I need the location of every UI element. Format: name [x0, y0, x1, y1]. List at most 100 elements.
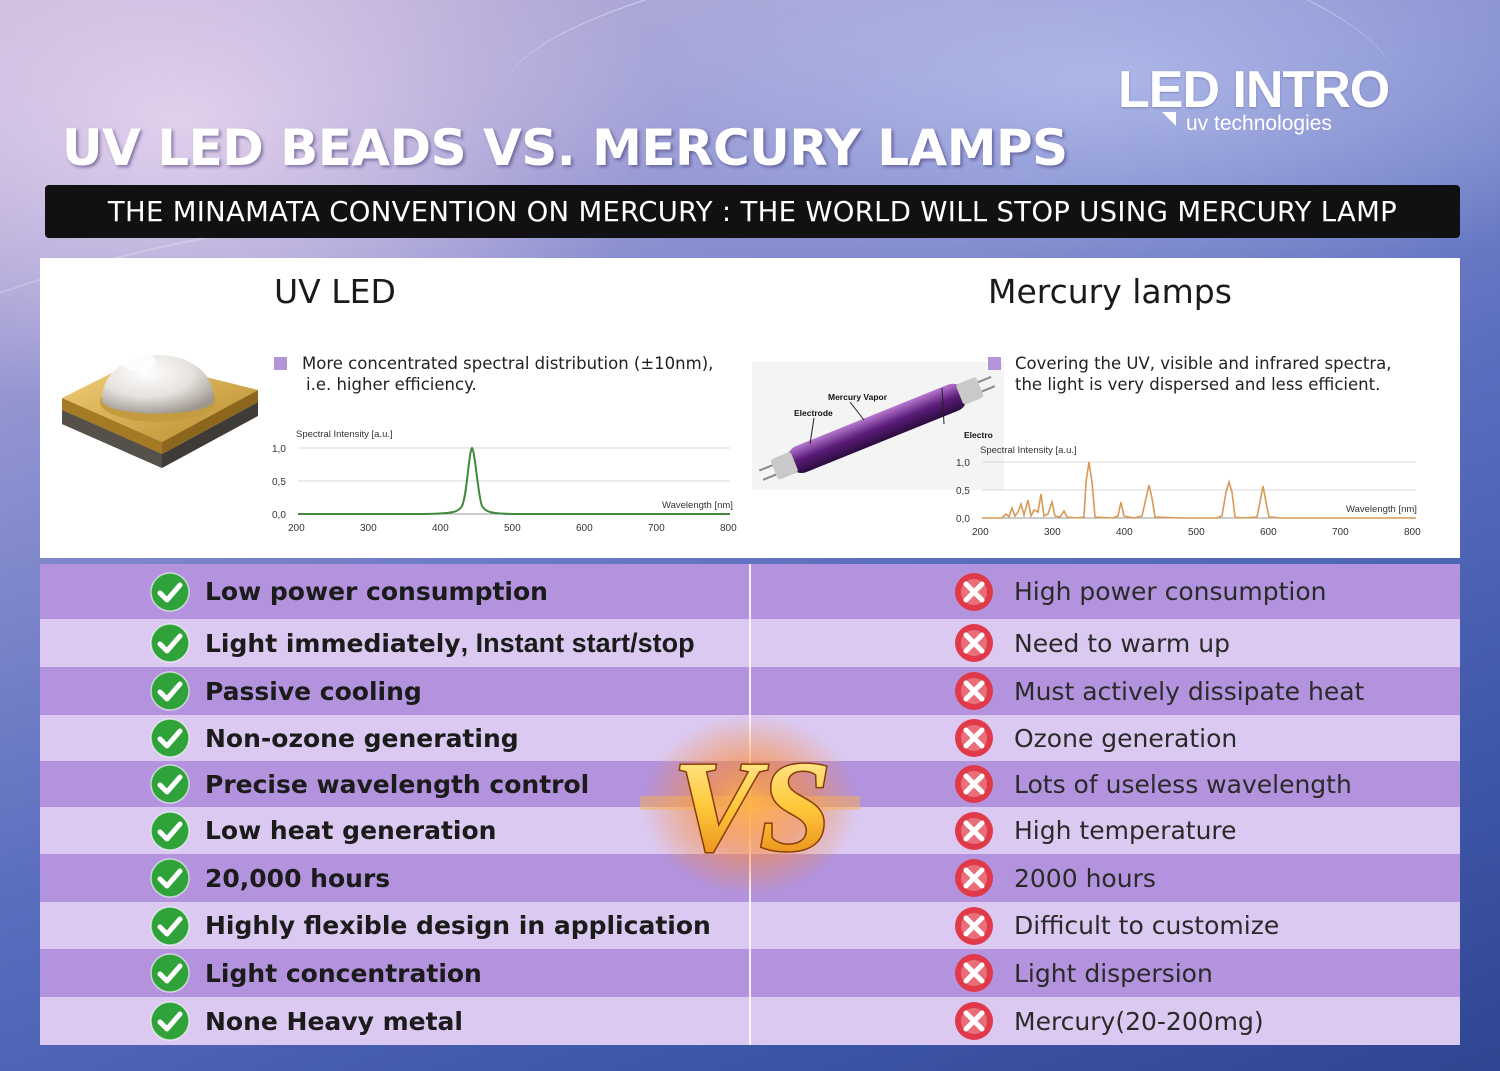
con-cell: Need to warm up	[954, 619, 1230, 667]
chart-xtick: 400	[1116, 527, 1133, 538]
check-icon	[150, 953, 190, 993]
con-cell: 2000 hours	[954, 854, 1156, 902]
description-line: the light is very dispersed and less eff…	[1015, 375, 1381, 394]
pro-cell: Light immediately , Instant start/stop	[150, 619, 695, 667]
con-text: Need to warm up	[1014, 628, 1230, 658]
pro-cell: Precise wavelength control	[150, 761, 589, 807]
chart-xtick: 700	[1332, 527, 1349, 538]
con-text: Mercury(20-200mg)	[1014, 1006, 1264, 1036]
cross-icon	[955, 954, 993, 992]
check-icon	[150, 905, 190, 946]
chart-xtick: 500	[504, 523, 521, 534]
banner-text: THE MINAMATA CONVENTION ON MERCURY : THE…	[107, 195, 1398, 228]
chart-xtick: 300	[360, 523, 377, 534]
con-text: Light dispersion	[1014, 958, 1213, 988]
check-icon	[150, 764, 190, 804]
cross-icon	[955, 765, 993, 803]
con-cell: Must actively dissipate heat	[954, 667, 1364, 715]
chart-ytick: 0,0	[272, 510, 286, 521]
pro-cell: Low power consumption	[150, 564, 548, 619]
uv-led-description: More concentrated spectral distribution …	[302, 353, 713, 395]
chart-ytick: 0,5	[272, 477, 286, 488]
uv-led-bead-image	[62, 353, 258, 468]
con-cell: Ozone generation	[954, 715, 1237, 761]
brand-name: LED INTRO	[1118, 61, 1390, 119]
pro-cell: Low heat generation	[150, 807, 496, 854]
con-text: Lots of useless wavelength	[1014, 769, 1352, 799]
pro-text: Low heat generation	[205, 816, 497, 845]
spectrum-panel: UV LED More concentrated spectral distri…	[40, 258, 1460, 558]
con-cell: Difficult to customize	[954, 902, 1279, 949]
bullet-square-icon	[274, 357, 287, 370]
vs-emblem: VS	[640, 715, 860, 895]
cross-icon	[955, 719, 993, 757]
check-icon	[150, 718, 190, 758]
description-line: i.e. higher efficiency.	[306, 375, 477, 394]
con-text: High temperature	[1014, 816, 1237, 845]
uv-led-heading: UV LED	[274, 272, 396, 311]
pro-text: None Heavy metal	[205, 1006, 463, 1036]
mercury-description: Covering the UV, visible and infrared sp…	[1015, 353, 1391, 395]
table-row: Light concentration Light dispersion	[40, 949, 1460, 997]
con-text: 2000 hours	[1014, 863, 1156, 893]
chart-xtick: 700	[648, 523, 665, 534]
brand-logo: LED INTRO uv technologies	[1118, 62, 1418, 142]
logo-arrow-icon	[1162, 112, 1176, 126]
chart-xtick: 500	[1188, 527, 1205, 538]
cross-icon	[955, 811, 993, 850]
uv-led-spectrum-chart: Spectral Intensity [a.u.] 1,0 0,5 0,0 Wa…	[272, 429, 737, 534]
con-cell: Lots of useless wavelength	[954, 761, 1352, 807]
pro-cell: Light concentration	[150, 949, 482, 997]
check-icon	[150, 858, 190, 898]
con-cell: Light dispersion	[954, 949, 1213, 997]
chart-xtick: 200	[288, 523, 305, 534]
cross-icon	[955, 672, 993, 710]
check-icon	[150, 1001, 190, 1041]
description-line: Covering the UV, visible and infrared sp…	[1015, 354, 1392, 373]
con-text: High power consumption	[1014, 577, 1327, 606]
chart-xtick: 200	[972, 527, 989, 538]
pro-text: 20,000 hours	[205, 863, 391, 893]
pro-cell: None Heavy metal	[150, 997, 463, 1045]
comparison-table: Low power consumption High power consump…	[40, 564, 1460, 1045]
pro-cell: Passive cooling	[150, 667, 422, 715]
vs-text: VS	[672, 735, 831, 879]
electrode-label: Electrode	[794, 408, 833, 418]
cross-icon	[955, 906, 993, 945]
uv-led-spectrum-curve	[298, 446, 730, 515]
chart-xlabel: Wavelength [nm]	[1346, 504, 1417, 515]
chart-xtick: 600	[576, 523, 593, 534]
pro-cell: Non-ozone generating	[150, 715, 519, 761]
pro-cell: 20,000 hours	[150, 854, 390, 902]
pro-text: Highly flexible design in application	[205, 911, 711, 940]
banner: THE MINAMATA CONVENTION ON MERCURY : THE…	[45, 185, 1460, 238]
chart-xtick: 600	[1260, 527, 1277, 538]
chart-xtick: 800	[720, 523, 737, 534]
pro-text-extra: , Instant start/stop	[460, 627, 695, 658]
mercury-vapor-label: Mercury Vapor	[828, 392, 888, 402]
con-cell: Mercury(20-200mg)	[954, 997, 1264, 1045]
page-title: UV LED BEADS VS. MERCURY LAMPS	[62, 119, 1068, 177]
chart-xtick: 300	[1044, 527, 1061, 538]
description-line: More concentrated spectral distribution …	[302, 354, 714, 373]
con-text: Difficult to customize	[1014, 911, 1280, 940]
mercury-heading: Mercury lamps	[988, 272, 1232, 311]
pro-text: Passive cooling	[205, 676, 422, 706]
check-icon	[150, 571, 190, 612]
con-text: Must actively dissipate heat	[1014, 676, 1365, 706]
pro-text: Light immediately	[205, 628, 461, 658]
chart-xtick: 400	[432, 523, 449, 534]
cross-icon	[955, 572, 993, 611]
chart-ylabel: Spectral Intensity [a.u.]	[296, 429, 393, 440]
check-icon	[150, 671, 190, 711]
chart-ytick: 1,0	[272, 444, 286, 455]
mercury-spectrum-curve	[982, 461, 1416, 519]
bullet-square-icon	[988, 357, 1001, 370]
con-cell: High power consumption	[954, 564, 1327, 619]
pro-cell: Highly flexible design in application	[150, 902, 711, 949]
pro-text: Non-ozone generating	[205, 723, 519, 753]
chart-xtick: 800	[1404, 527, 1421, 538]
pro-text: Precise wavelength control	[205, 769, 590, 799]
chart-ytick: 0,5	[956, 486, 970, 497]
table-row: Low power consumption High power consump…	[40, 564, 1460, 619]
